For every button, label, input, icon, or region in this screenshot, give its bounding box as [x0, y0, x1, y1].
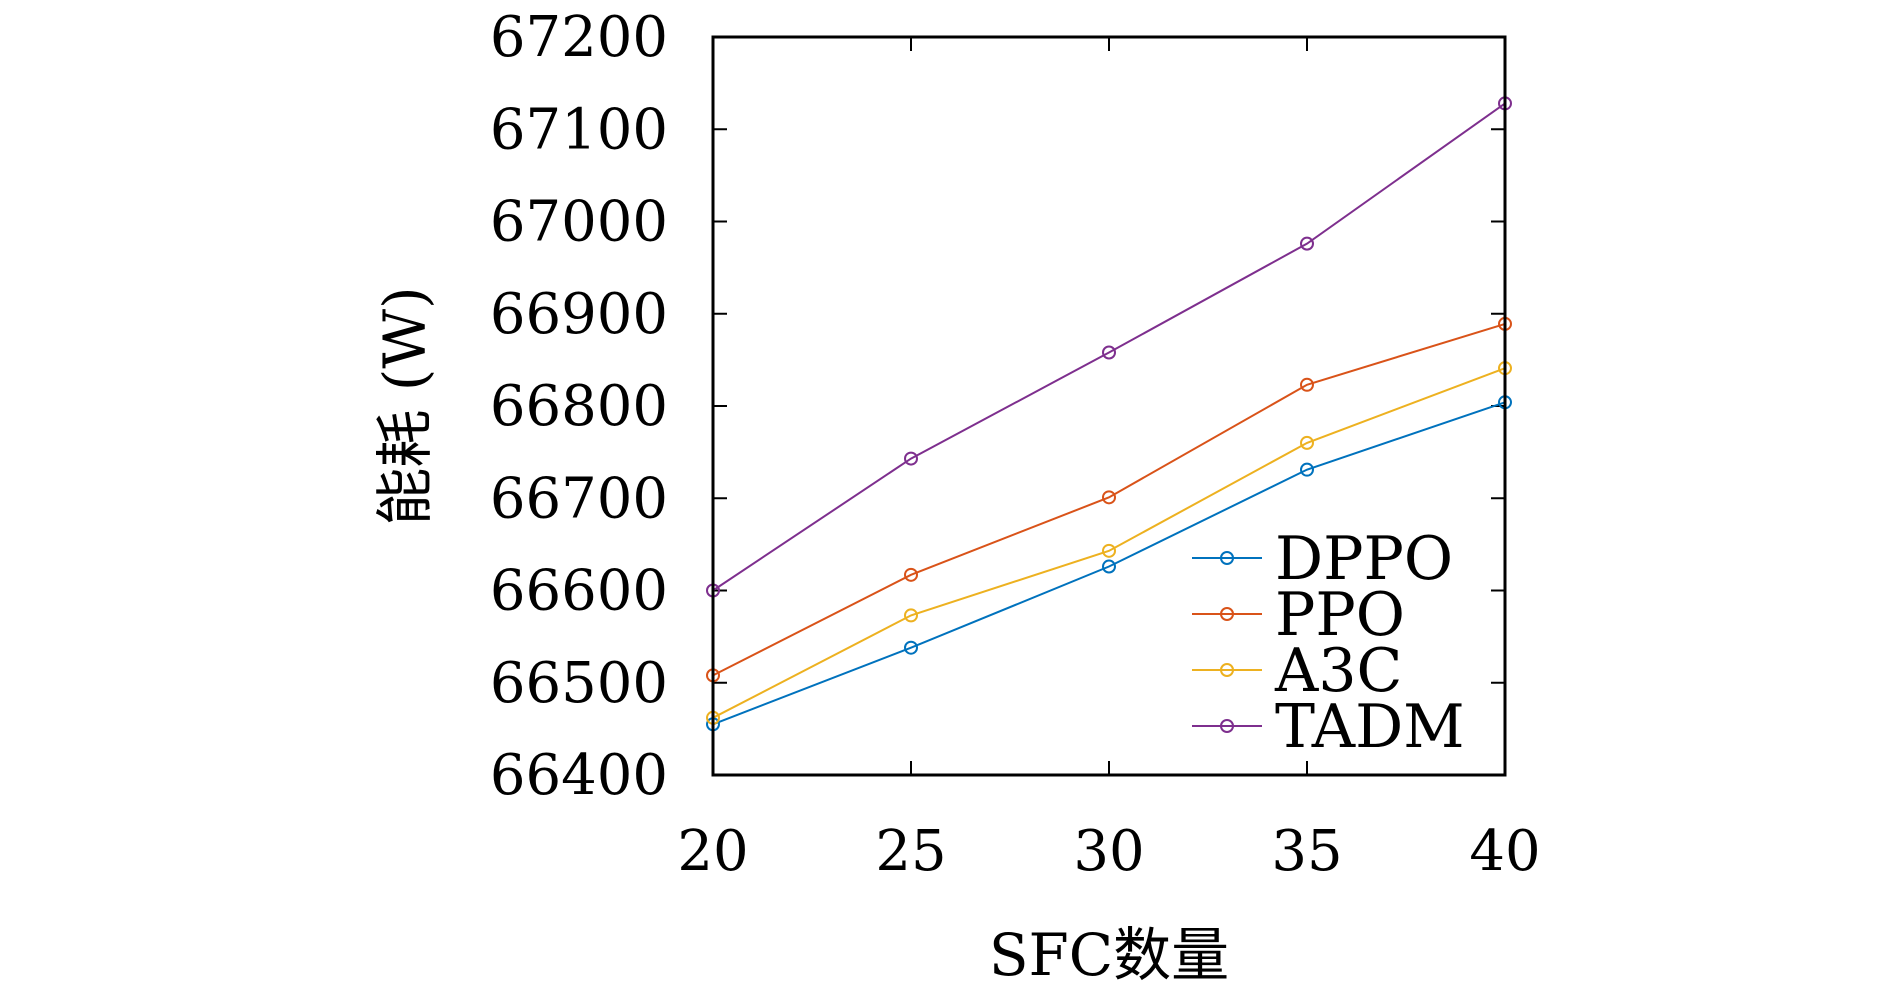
- x-tick-label: 35: [1271, 819, 1342, 884]
- x-tick-label: 30: [1073, 819, 1144, 884]
- y-tick-label: 66400: [490, 743, 668, 808]
- series-line: [712, 367, 1506, 719]
- legend-marker: [1220, 719, 1234, 733]
- y-axis-ticks: 66400 66500 66600 66700 66800 66900 67000 67100…: [490, 5, 1505, 808]
- y-tick-label: 66700: [490, 466, 668, 531]
- x-tick-label: 20: [677, 819, 748, 884]
- legend-item: TADM: [1192, 692, 1465, 762]
- data-point: [1102, 543, 1116, 558]
- legend-marker: [1220, 551, 1234, 565]
- x-axis-ticks: 20 25 30 35 40: [677, 37, 1541, 884]
- legend-item: DPPO: [1192, 524, 1453, 594]
- series-layer: [706, 96, 1512, 732]
- y-tick-label: 66800: [490, 374, 668, 439]
- y-tick-label: 66900: [490, 282, 668, 347]
- data-point: [904, 640, 918, 655]
- data-point: [904, 567, 918, 582]
- y-tick-label: 66500: [490, 651, 668, 716]
- legend-item: A3C: [1192, 636, 1402, 706]
- x-axis-label: SFC数量: [989, 921, 1229, 989]
- legend-marker: [1220, 607, 1234, 621]
- plot-frame: [711, 35, 1507, 777]
- data-point: [1102, 490, 1116, 505]
- y-tick-label: 67100: [490, 97, 668, 162]
- series-line: [712, 322, 1506, 677]
- data-point: [904, 451, 918, 466]
- y-tick-label: 67200: [490, 5, 668, 70]
- data-point: [1300, 435, 1314, 450]
- data-point: [1300, 377, 1314, 392]
- legend-label: A3C: [1274, 636, 1402, 706]
- data-point: [904, 608, 918, 623]
- legend-item: PPO: [1192, 580, 1405, 650]
- y-axis-label: 能耗 (W): [371, 286, 439, 525]
- series-tadm: [706, 96, 1512, 598]
- y-tick-label: 67000: [490, 190, 668, 255]
- data-point: [1300, 462, 1314, 477]
- legend-label: PPO: [1275, 580, 1405, 650]
- x-tick-label: 40: [1469, 819, 1540, 884]
- series-ppo: [706, 316, 1512, 683]
- data-point: [1102, 559, 1116, 574]
- series-line: [712, 401, 1506, 726]
- legend-label: DPPO: [1275, 524, 1453, 594]
- legend-label: TADM: [1275, 692, 1465, 762]
- x-tick-label: 25: [875, 819, 946, 884]
- data-point: [1102, 345, 1116, 360]
- legend-marker: [1220, 663, 1234, 677]
- series-line: [712, 102, 1506, 592]
- data-point: [1300, 236, 1314, 251]
- y-tick-label: 66600: [490, 559, 668, 624]
